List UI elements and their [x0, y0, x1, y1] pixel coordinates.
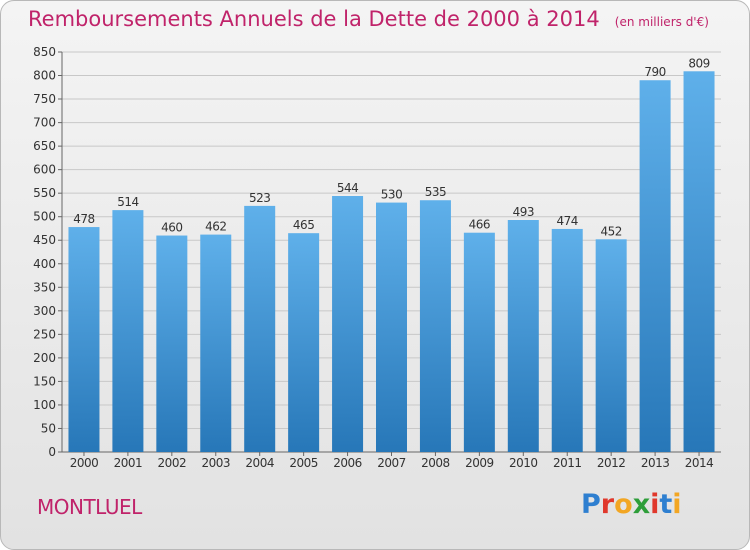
x-tick-label: 2013 — [641, 456, 670, 470]
x-tick-label: 2001 — [114, 456, 143, 470]
data-label: 535 — [425, 185, 446, 199]
data-labels: 478 514 460 462 523 465 544 530 535 466 493 474 452 7… — [73, 56, 710, 238]
bar — [463, 232, 495, 452]
y-tick-label: 350 — [33, 280, 56, 294]
data-label: 465 — [293, 218, 314, 232]
logo-letter: i — [672, 489, 682, 520]
x-tick-label: 2011 — [553, 456, 582, 470]
axes: 0 50 100 150 200 250 300 350 400 450 500 550 600 650 7… — [33, 45, 721, 470]
bar — [507, 220, 539, 452]
bars — [68, 71, 715, 452]
y-tick-label: 150 — [33, 374, 56, 388]
bar — [639, 80, 671, 452]
x-tick-label: 2010 — [509, 456, 538, 470]
unit-note: (en milliers d'€) — [614, 15, 709, 29]
x-tick-label: 2003 — [201, 456, 230, 470]
data-label: 790 — [644, 65, 665, 79]
data-label: 530 — [381, 188, 402, 202]
commune-name: MONTLUEL — [37, 495, 142, 519]
logo-letter: t — [659, 489, 673, 520]
x-tick-label: 2006 — [333, 456, 362, 470]
y-tick-label: 0 — [48, 445, 56, 459]
bar — [112, 210, 144, 452]
bar — [156, 235, 188, 452]
proxiti-logo: Proxiti — [581, 489, 682, 520]
y-tick-label: 100 — [33, 398, 56, 412]
y-tick-label: 650 — [33, 139, 56, 153]
y-tick-label: 700 — [33, 116, 56, 130]
bar — [595, 239, 627, 452]
data-label: 460 — [161, 221, 182, 235]
x-tick-label: 2014 — [685, 456, 714, 470]
y-tick-label: 500 — [33, 210, 56, 224]
bar — [200, 234, 232, 452]
y-tick-label: 200 — [33, 351, 56, 365]
y-tick-label: 550 — [33, 186, 56, 200]
x-tick-label: 2012 — [597, 456, 626, 470]
bar — [376, 202, 407, 452]
bar — [244, 205, 276, 452]
y-tick-label: 250 — [33, 327, 56, 341]
y-tick-label: 450 — [33, 233, 56, 247]
x-tick-label: 2002 — [158, 456, 187, 470]
logo-letter: o — [614, 489, 633, 520]
x-tick-label: 2000 — [70, 456, 99, 470]
bar — [419, 200, 451, 452]
y-tick-label: 600 — [33, 163, 56, 177]
y-tick-label: 750 — [33, 92, 56, 106]
data-label: 462 — [205, 220, 226, 234]
bar — [288, 233, 320, 452]
y-tick-label: 800 — [33, 69, 56, 83]
y-tick-label: 50 — [41, 421, 56, 435]
data-label: 478 — [73, 212, 94, 226]
x-tick-label: 2008 — [421, 456, 450, 470]
y-tick-label: 300 — [33, 304, 56, 318]
data-label: 466 — [469, 218, 490, 232]
y-tick-label: 400 — [33, 257, 56, 271]
logo-letter: P — [581, 489, 601, 520]
y-tick-label: 850 — [33, 45, 56, 59]
x-tick-label: 2005 — [289, 456, 318, 470]
data-label: 544 — [337, 181, 358, 195]
x-tick-label: 2007 — [377, 456, 406, 470]
data-label: 452 — [600, 224, 621, 238]
data-label: 493 — [513, 205, 534, 219]
data-label: 514 — [117, 195, 138, 209]
chart-title: Remboursements Annuels de la Dette de 20… — [28, 7, 600, 31]
data-label: 474 — [557, 214, 578, 228]
bar — [683, 71, 715, 452]
logo-letter: r — [600, 489, 615, 520]
data-label: 809 — [688, 56, 709, 70]
data-label: 523 — [249, 191, 270, 205]
bar — [551, 228, 583, 452]
bar — [68, 227, 100, 452]
x-tick-label: 2009 — [465, 456, 494, 470]
chart-title-block: Remboursements Annuels de la Dette de 20… — [28, 7, 709, 31]
logo-letter: i — [650, 489, 660, 520]
bar — [332, 196, 364, 452]
x-tick-label: 2004 — [245, 456, 274, 470]
logo-letter: x — [632, 489, 651, 520]
